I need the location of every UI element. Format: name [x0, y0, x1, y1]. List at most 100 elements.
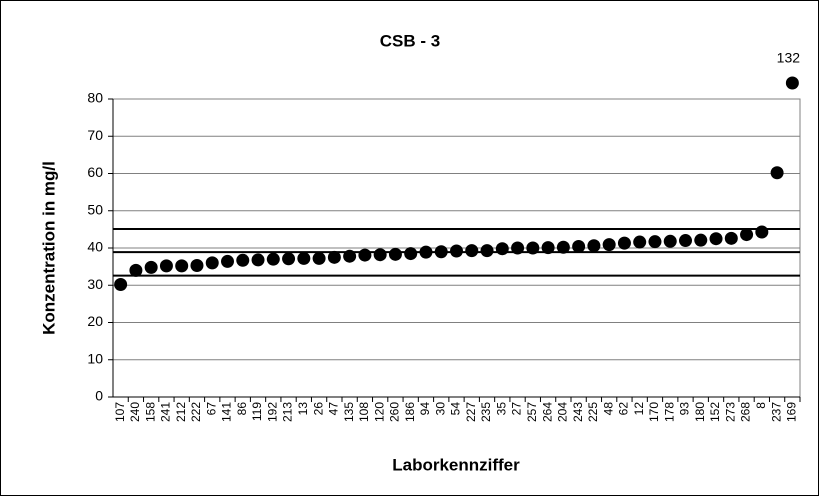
x-tick-label: 54	[449, 402, 463, 416]
point	[785, 76, 799, 90]
y-tick-label: 60	[87, 164, 103, 180]
point	[236, 253, 250, 267]
point	[679, 234, 692, 248]
point	[205, 256, 219, 270]
y-tick-label: 10	[87, 350, 103, 366]
point	[144, 260, 158, 274]
point	[740, 228, 754, 242]
x-tick-label: 264	[540, 402, 554, 422]
point	[770, 166, 784, 180]
x-tick-label: 119	[250, 402, 264, 421]
x-tick-label: 141	[220, 402, 234, 422]
point	[526, 241, 540, 255]
point	[221, 254, 234, 268]
x-tick-label: 257	[525, 402, 539, 422]
point	[633, 235, 647, 249]
x-tick-label: 158	[143, 402, 157, 422]
y-tick-label: 0	[95, 388, 103, 404]
y-tick-label: 70	[87, 127, 103, 143]
point	[327, 250, 341, 264]
point	[175, 259, 189, 273]
point	[648, 235, 662, 249]
x-tick-label: 178	[662, 402, 676, 422]
x-tick-label: 180	[693, 402, 707, 422]
x-tick-label: 227	[464, 402, 478, 422]
x-tick-label: 222	[189, 402, 203, 422]
x-tick-label: 62	[617, 402, 631, 416]
x-tick-label: 235	[479, 402, 493, 422]
point	[511, 241, 525, 255]
point	[282, 252, 296, 266]
y-tick-label: 80	[87, 90, 103, 106]
point	[404, 247, 418, 261]
y-tick-label: 40	[87, 239, 103, 255]
x-tick-label: 192	[265, 402, 279, 422]
y-tick-label: 50	[87, 201, 103, 217]
x-tick-label: 169	[785, 402, 799, 422]
x-tick-label: 48	[601, 402, 615, 416]
x-tick-label: 120	[372, 402, 386, 422]
x-tick-label: 237	[769, 402, 783, 422]
x-axis-label: Laborkennziffer	[392, 455, 520, 474]
x-tick-label: 273	[723, 402, 737, 422]
x-tick-label: 212	[174, 402, 188, 422]
x-tick-label: 243	[571, 402, 585, 422]
point	[114, 278, 128, 292]
point	[373, 248, 387, 262]
x-tick-label: 108	[357, 402, 371, 422]
point	[541, 241, 555, 255]
point	[755, 225, 769, 239]
point	[587, 239, 601, 253]
point	[266, 252, 280, 266]
point	[251, 253, 265, 267]
x-tick-label: 26	[311, 402, 325, 416]
x-tick-label: 12	[632, 402, 646, 416]
point	[724, 231, 738, 245]
point	[129, 263, 143, 277]
x-tick-label: 204	[556, 402, 570, 422]
point	[312, 251, 326, 265]
chart-title: CSB - 3	[380, 31, 440, 50]
point	[419, 245, 433, 259]
x-tick-label: 93	[678, 402, 692, 416]
point	[450, 244, 463, 258]
x-tick-label: 225	[586, 402, 600, 422]
x-tick-label: 268	[739, 402, 753, 422]
point	[663, 234, 677, 248]
point	[434, 245, 448, 259]
x-tick-label: 152	[708, 402, 722, 422]
x-tick-label: 260	[388, 402, 402, 422]
point	[480, 244, 494, 258]
point	[572, 240, 586, 254]
x-tick-label: 107	[113, 402, 127, 422]
x-tick-label: 213	[281, 402, 295, 422]
x-tick-label: 35	[494, 402, 508, 416]
point	[617, 236, 631, 250]
x-tick-label: 13	[296, 402, 310, 416]
point	[358, 248, 372, 262]
x-tick-label: 241	[159, 402, 173, 422]
point	[709, 232, 723, 246]
point	[602, 238, 616, 252]
x-tick-label: 170	[647, 402, 661, 422]
point	[343, 249, 357, 263]
x-tick-label: 240	[128, 402, 142, 422]
x-tick-label: 94	[418, 402, 432, 416]
y-axis-label: Konzentration in mg/l	[39, 161, 58, 335]
x-tick-label: 135	[342, 402, 356, 422]
point	[495, 242, 509, 256]
point	[465, 244, 479, 258]
data-label: 132	[777, 50, 801, 66]
x-tick-label: 27	[510, 402, 524, 416]
x-tick-label: 86	[235, 402, 249, 416]
x-tick-label: 30	[433, 402, 447, 416]
x-tick-label: 67	[204, 402, 218, 416]
point	[556, 240, 570, 254]
point	[297, 251, 311, 265]
x-tick-label: 186	[403, 402, 417, 422]
y-tick-label: 20	[87, 313, 103, 329]
y-tick-label: 30	[87, 276, 103, 292]
point	[159, 259, 173, 273]
point	[190, 259, 204, 273]
